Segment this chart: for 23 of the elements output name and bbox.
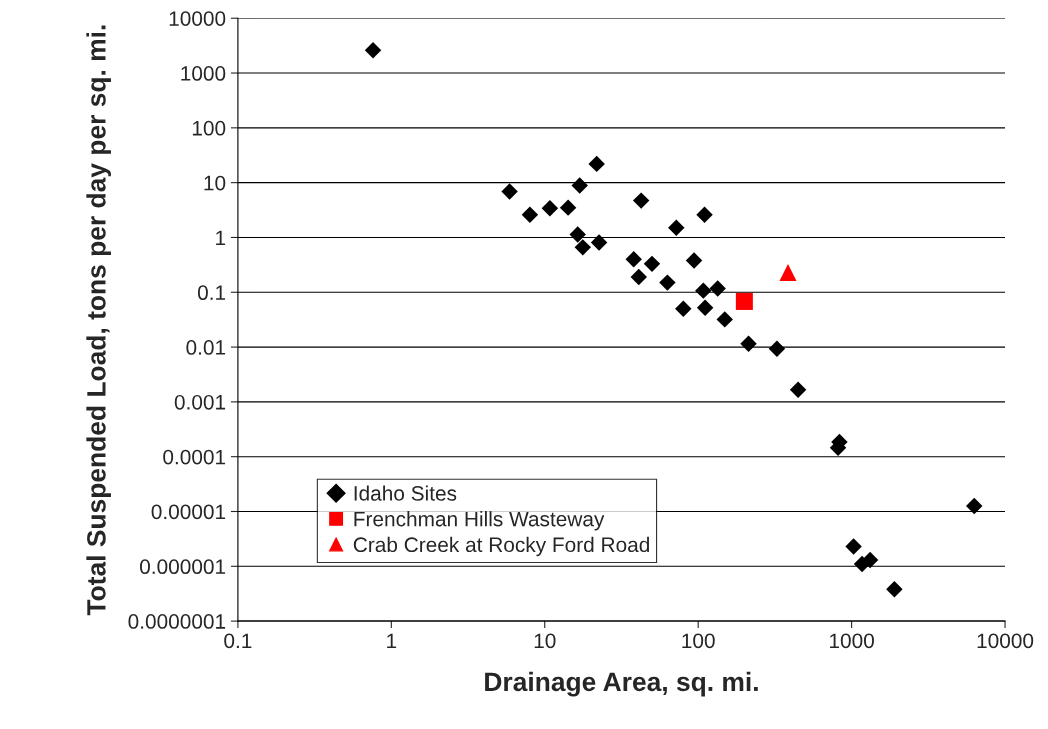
y-tick-label: 0.0000001 [128, 614, 226, 629]
x-tick-label: 100 [682, 633, 715, 649]
y-tick-label: 10 [204, 175, 226, 191]
y-tick-label: 0.1 [197, 285, 226, 301]
x-tick-label: 0.1 [224, 633, 252, 649]
legend-label: Frenchman Hills Wasteway [354, 511, 605, 531]
x-tick-label: 1000 [830, 633, 874, 649]
x-tick-label: 10000 [977, 633, 1034, 649]
y-tick-label: 0.01 [186, 340, 226, 355]
y-axis-title: Total Suspended Load, tons per day per sq. mi. [86, 25, 111, 616]
y-tick-label: 0.00001 [151, 504, 226, 520]
legend-label: Crab Creek at Rocky Ford Road [353, 536, 649, 557]
y-tick-label: 1000 [181, 66, 226, 81]
y-tick-label: 0.000001 [140, 559, 226, 575]
x-tick-label: 1 [387, 633, 397, 649]
y-tick-label: 0.0001 [163, 449, 226, 465]
y-tick-label: 100 [192, 120, 226, 136]
x-tick-label: 10 [534, 633, 556, 649]
x-axis-title: Drainage Area, sq. mi. [485, 671, 758, 697]
y-tick-label: 0.001 [174, 394, 226, 410]
y-tick-label: 1 [216, 230, 226, 245]
legend-label: Idaho Sites [354, 485, 457, 501]
y-tick-label: 10000 [169, 11, 226, 26]
